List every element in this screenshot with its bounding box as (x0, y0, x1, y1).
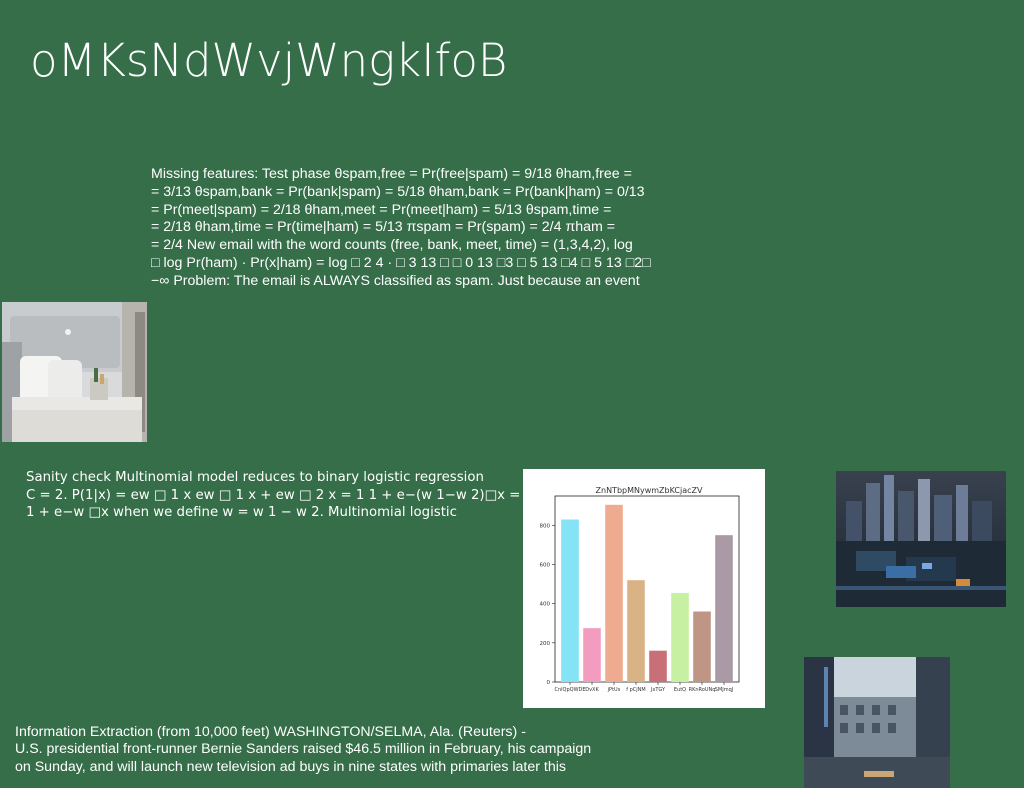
text-block-logistic: Sanity check Multinomial model reduces t… (26, 469, 526, 522)
x-tick-label: JxTGY (650, 687, 666, 693)
text-line: = 2/4 New email with the word counts (fr… (151, 237, 633, 254)
text-block-naive-bayes: Missing features: Test phase θspam,free … (151, 166, 721, 291)
y-tick-label: 0 (547, 680, 551, 686)
bar (671, 592, 689, 682)
y-tick-label: 200 (540, 641, 551, 647)
text-line: = Pr(meet|spam) = 2/18 θham,meet = Pr(me… (151, 201, 612, 218)
x-tick-label: EutQ (674, 687, 686, 693)
x-tick-label: CnlQpQWDE (554, 687, 585, 693)
text-line: −∞ Problem: The email is ALWAYS classifi… (151, 272, 640, 289)
bar (561, 519, 579, 682)
bedroom-photo (2, 302, 147, 442)
x-tick-label: jPtUs (607, 687, 621, 693)
bar-chart: ZnNTbpMNywmZbKCjacZV 0 200 400 600 800 CnlQpQ… (523, 469, 765, 708)
city-skyline-photo (836, 471, 1006, 607)
x-tick-label: f pCjNM (626, 687, 645, 693)
text-line: on Sunday, and will launch new televisio… (15, 758, 566, 775)
chart-title: ZnNTbpMNywmZbKCjacZV (596, 486, 703, 495)
text-line: U.S. presidential front-runner Bernie Sa… (15, 741, 592, 758)
text-line: C = 2. P(1|x) = ew □ 1 x ew □ 1 x + ew □… (26, 487, 521, 503)
text-line: Information Extraction (from 10,000 feet… (15, 724, 526, 740)
text-line: = 2/18 θham,time = Pr(time|ham) = 5/13 π… (151, 219, 616, 236)
text-line: Sanity check Multinomial model reduces t… (26, 470, 484, 485)
y-tick-label: 600 (540, 563, 551, 569)
x-tick-label: RKnRoUNq (689, 687, 716, 693)
y-tick-label: 400 (540, 602, 551, 608)
y-tick-label: 800 (540, 523, 551, 529)
canal-street-photo (804, 657, 950, 788)
text-line: Missing features: Test phase θspam,free … (151, 166, 632, 182)
plot-frame (554, 495, 740, 683)
bar (627, 580, 645, 682)
text-line: □ log Pr(ham) · Pr(x|ham) = log □ 2 4 · … (151, 254, 651, 271)
slide-title: oMKsNdWvjWngkIfoB (30, 34, 508, 87)
bar (715, 535, 733, 682)
text-line: 1 + e−w □x when we define w = w 1 − w 2.… (26, 505, 457, 521)
bar (693, 611, 711, 682)
x-tick-label: DvXK (585, 687, 599, 693)
bar (605, 504, 623, 682)
text-block-information-extraction: Information Extraction (from 10,000 feet… (15, 724, 695, 776)
x-tick-label: SMJmqJ (715, 687, 733, 693)
text-line: = 3/13 θspam,bank = Pr(bank|spam) = 5/18… (151, 183, 645, 200)
bar-chart-svg: ZnNTbpMNywmZbKCjacZV 0 200 400 600 800 CnlQpQ… (540, 486, 740, 693)
bar (583, 628, 601, 682)
bar (649, 650, 667, 682)
